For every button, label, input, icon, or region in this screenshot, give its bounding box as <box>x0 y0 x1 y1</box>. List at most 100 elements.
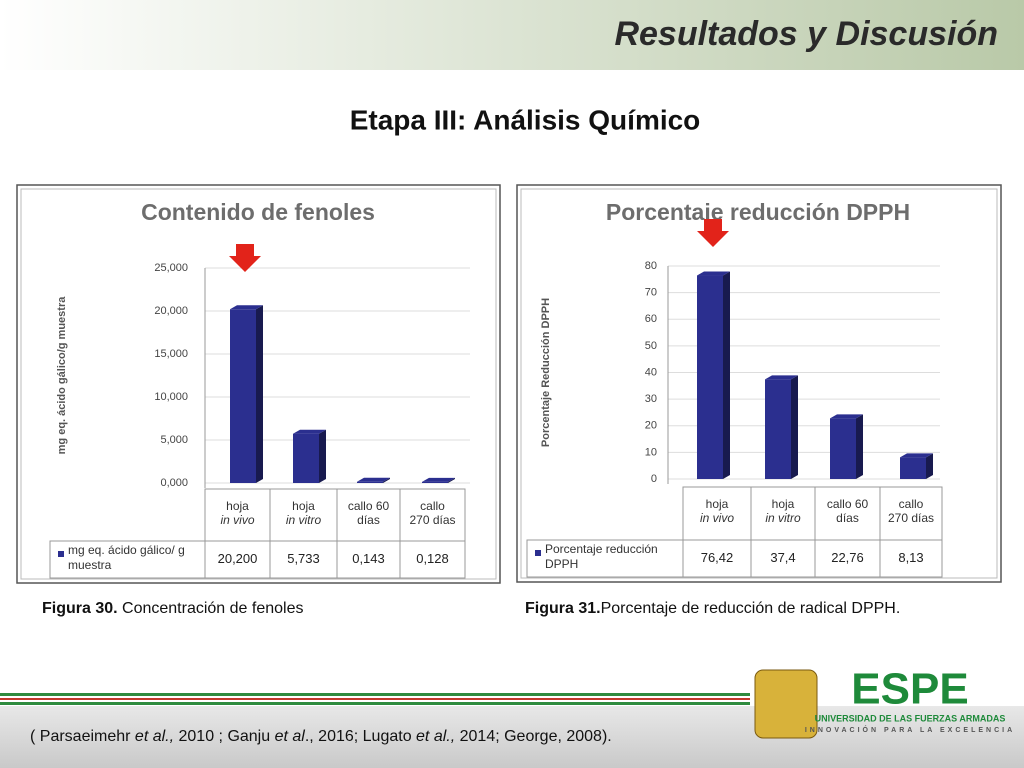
bar-side <box>723 271 730 479</box>
bar-side <box>256 305 263 483</box>
y-tick-label: 80 <box>645 260 657 272</box>
bar <box>765 379 791 479</box>
bar-side <box>856 414 863 479</box>
y-tick-label: 0,000 <box>160 477 188 489</box>
y-axis-label: mg eq. ácido gálico/g muestra <box>56 296 68 455</box>
x-tick-label: hoja <box>292 499 315 513</box>
bar <box>422 481 448 483</box>
bar-side <box>448 477 455 483</box>
footer-band <box>0 706 1024 768</box>
ref-part: 2014; George, 2008). <box>455 728 612 745</box>
bar <box>230 309 256 483</box>
x-tick-label: in vivo <box>700 511 734 525</box>
y-tick-label: 70 <box>645 287 657 299</box>
caption: Figura 31.Porcentaje de reducción de rad… <box>525 600 900 617</box>
bar <box>830 418 856 479</box>
chart-inner <box>520 188 998 579</box>
x-tick-label: días <box>357 513 380 527</box>
chart-frame <box>516 184 1002 583</box>
chart-title: Contenido de fenoles <box>141 199 375 225</box>
table-frame <box>204 488 466 542</box>
ref-part: et al <box>275 728 306 745</box>
caption-label: Figura 31. <box>525 600 601 617</box>
x-tick-label: hoja <box>706 497 729 511</box>
divider <box>0 702 750 705</box>
legend-box: mg eq. ácido gálico/ g muestra <box>68 543 185 572</box>
y-axis-label: Porcentaje Reducción DPPH <box>540 298 552 447</box>
x-tick-label: callo 60 <box>348 499 390 513</box>
chart-title: Porcentaje reducción DPPH <box>606 199 910 225</box>
header-band <box>0 0 1024 70</box>
x-tick-label: hoja <box>772 497 795 511</box>
x-tick-label: callo <box>899 497 924 511</box>
caption-text: Concentración de fenoles <box>118 600 304 617</box>
bar <box>697 275 723 479</box>
bar-top <box>293 429 326 434</box>
ref-part: 2010 ; Ganju <box>174 728 275 745</box>
legend-label: Porcentaje reducción DPPH <box>545 542 658 571</box>
bar-top <box>900 453 933 458</box>
value-label: 22,76 <box>831 550 864 565</box>
chart-inner <box>20 188 497 580</box>
table-frame <box>682 486 943 541</box>
chart-frame <box>16 184 501 584</box>
bar-top <box>830 414 863 419</box>
value-label: 0,128 <box>416 551 449 566</box>
reference: ( Parsaeimehr et al., 2010 ; Ganju et al… <box>30 728 612 745</box>
y-tick-label: 60 <box>645 313 657 325</box>
value-label: 0,143 <box>352 551 385 566</box>
value-label: 8,13 <box>898 550 923 565</box>
ref-part: ( Parsaeimehr <box>30 728 135 745</box>
y-tick-label: 10 <box>645 446 657 458</box>
bar-side <box>319 429 326 483</box>
y-tick-label: 15,000 <box>154 348 188 360</box>
bar-side <box>383 477 390 483</box>
divider <box>0 693 750 696</box>
y-tick-label: 5,000 <box>160 434 188 446</box>
y-tick-label: 20,000 <box>154 305 188 317</box>
caption: Figura 30. Concentración de fenoles <box>42 600 303 617</box>
y-tick-label: 20 <box>645 420 657 432</box>
x-tick-label: callo 60 <box>827 497 869 511</box>
ref-part: et al., <box>135 728 174 745</box>
legend-box: Porcentaje reducción DPPH <box>545 542 658 571</box>
slide-title: Resultados y Discusión <box>614 15 998 53</box>
caption-label: Figura 30. <box>42 600 118 617</box>
arrow <box>697 219 729 247</box>
bar-top <box>697 271 730 276</box>
caption-text: Porcentaje de reducción de radical DPPH. <box>601 600 901 617</box>
y-tick-label: 40 <box>645 366 657 378</box>
logo-emblem <box>754 669 818 739</box>
x-tick-label: in vitro <box>286 513 322 527</box>
logo-line: INNOVACIÓN PARA LA EXCELENCIA <box>805 725 1015 734</box>
x-tick-label: hoja <box>226 499 249 513</box>
y-tick-label: 30 <box>645 393 657 405</box>
x-tick-label: in vitro <box>765 511 801 525</box>
bar-side <box>791 375 798 479</box>
x-tick-label: días <box>836 511 859 525</box>
legend-label: mg eq. ácido gálico/ g muestra <box>68 543 185 572</box>
divider <box>0 698 750 700</box>
legend-swatch <box>58 551 64 557</box>
x-tick-label: in vivo <box>220 513 254 527</box>
y-tick-label: 0 <box>651 473 657 485</box>
bar-top <box>230 305 263 310</box>
bar <box>900 457 926 479</box>
bar-top <box>765 375 798 380</box>
bar-top <box>357 477 390 482</box>
value-label: 5,733 <box>287 551 320 566</box>
ref-part: et al., <box>416 728 455 745</box>
x-tick-label: 270 días <box>888 511 934 525</box>
y-tick-label: 50 <box>645 340 657 352</box>
value-label: 37,4 <box>770 550 795 565</box>
x-tick-label: callo <box>420 499 445 513</box>
y-tick-label: 10,000 <box>154 391 188 403</box>
arrow <box>229 244 261 272</box>
value-label: 76,42 <box>701 550 734 565</box>
bar-top <box>422 477 455 482</box>
y-tick-label: 25,000 <box>154 262 188 274</box>
bar <box>357 481 383 483</box>
legend-swatch <box>535 550 541 556</box>
